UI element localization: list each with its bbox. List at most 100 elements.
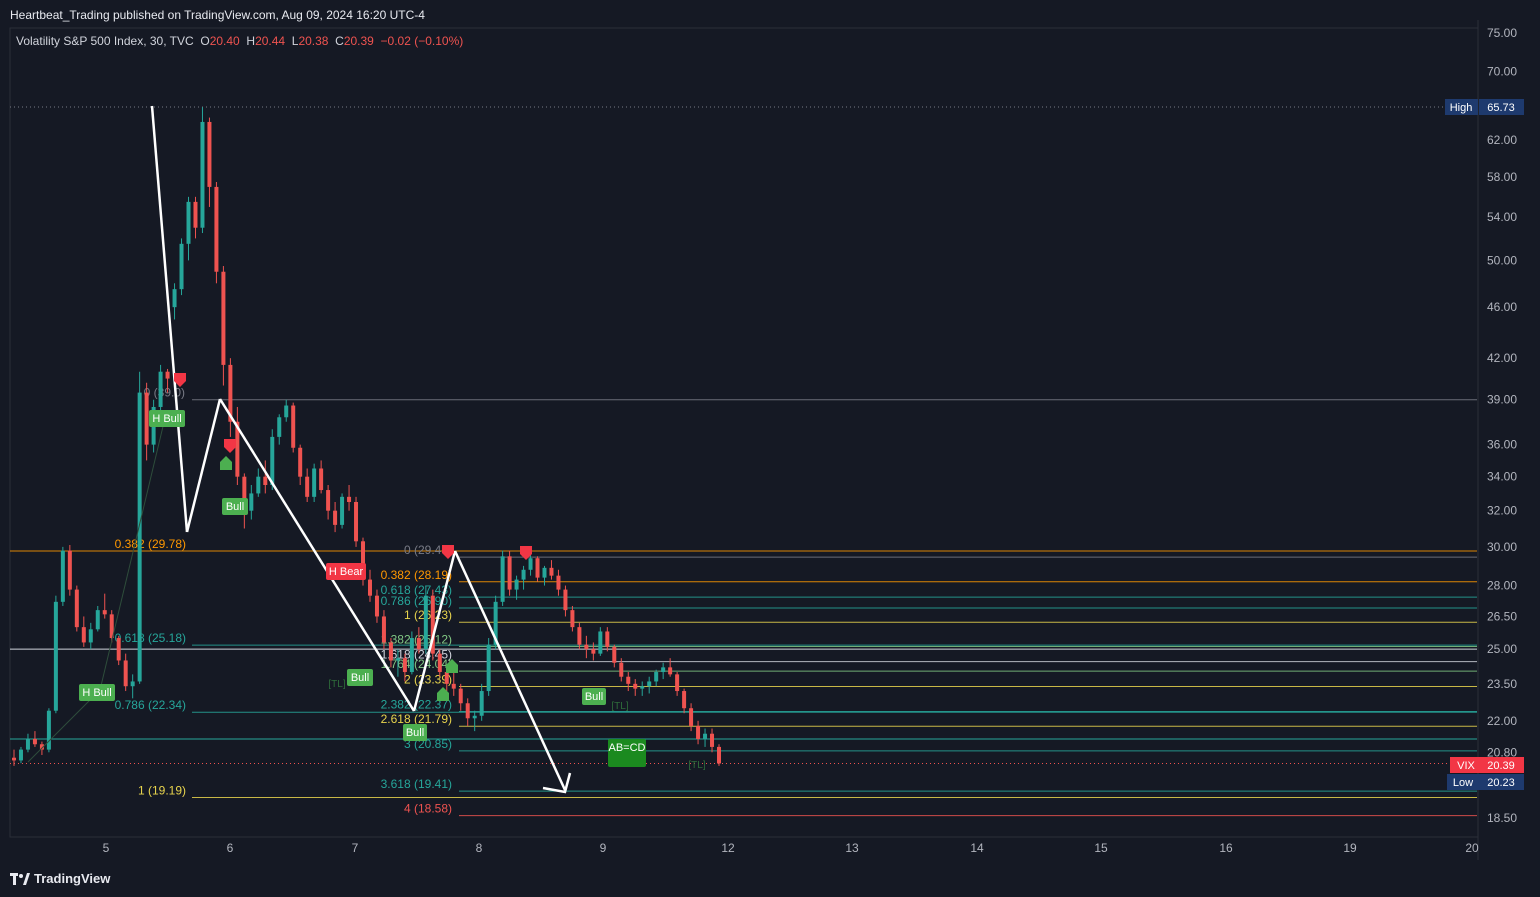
candle-body: [598, 631, 603, 654]
candle-body: [556, 575, 561, 590]
candle-body: [53, 601, 58, 711]
x-tick-label: 16: [1219, 841, 1233, 855]
candle-body: [67, 550, 72, 590]
candle-body: [95, 610, 100, 630]
candle-body: [326, 490, 331, 511]
signal-badge: [582, 688, 606, 705]
candle-body: [549, 567, 554, 576]
candle-body: [584, 644, 589, 650]
signal-labels: H Bull H Bull Bull H Bear Bull Bull Bull AB=CD […: [79, 373, 706, 771]
candle-body: [493, 601, 498, 645]
candle-body: [605, 631, 610, 647]
candle-body: [437, 653, 442, 673]
signal-badge: [222, 498, 248, 515]
candle-body: [507, 556, 512, 590]
bear-arrow-icon: [442, 545, 454, 559]
candles: [12, 107, 721, 766]
fib-label: 0 (39.0): [144, 386, 185, 400]
x-tick-label: 5: [103, 841, 110, 855]
price-marker-value-bg: [1479, 774, 1524, 790]
signal-badge: [79, 684, 115, 701]
signal-text: Bull: [226, 501, 244, 513]
fib-label: 3.618 (19.41): [381, 777, 452, 791]
legend-low: 20.38: [298, 34, 329, 48]
candle-body: [717, 746, 721, 764]
candle-body: [486, 644, 491, 692]
y-tick-label: 23.50: [1487, 677, 1517, 691]
candle-body: [179, 243, 184, 290]
fib-label: 0.786 (22.34): [115, 698, 186, 712]
candle-body: [479, 691, 484, 716]
x-tick-label: 19: [1343, 841, 1357, 855]
legend-open: 20.40: [209, 34, 240, 48]
trendline-tag: [TL]: [611, 701, 628, 712]
candle-body: [472, 715, 477, 719]
candle-body: [214, 186, 219, 272]
pattern-leg: [218, 398, 416, 712]
fib-label: 1 (26.23): [404, 608, 452, 622]
legend-close-label: C: [335, 34, 344, 48]
candle-body: [319, 468, 324, 491]
x-tick-label: 13: [845, 841, 859, 855]
x-tick-label: 6: [227, 841, 234, 855]
candle-body: [563, 589, 568, 611]
brand-name: TradingView: [34, 871, 111, 886]
candle-body: [186, 201, 191, 244]
legend-symbol: Volatility S&P 500 Index, 30, TVC: [16, 34, 194, 48]
y-tick-label: 36.00: [1487, 438, 1517, 452]
x-tick-label: 15: [1094, 841, 1108, 855]
candle-body: [200, 121, 205, 228]
x-tick-label: 7: [352, 841, 359, 855]
candle-body: [682, 691, 687, 709]
signal-badge: [403, 724, 427, 741]
candle-body: [591, 649, 596, 654]
x-tick-label: 12: [721, 841, 735, 855]
signal-text: H Bull: [152, 413, 181, 425]
candle-body: [102, 610, 107, 615]
candle-body: [675, 674, 680, 692]
fib-label: 4 (18.58): [404, 802, 452, 816]
candle-body: [123, 660, 128, 687]
candle-body: [710, 733, 715, 747]
candle-body: [416, 638, 421, 650]
signal-badge: [347, 669, 373, 686]
projection-arrowhead: [542, 772, 572, 794]
candle-body: [298, 447, 303, 477]
faint-line: [27, 689, 101, 763]
candle-body: [514, 579, 519, 590]
candle-body: [60, 550, 65, 602]
candle-body: [88, 629, 93, 643]
candle-body: [430, 595, 435, 654]
candle-body: [367, 579, 372, 596]
candle-body: [172, 289, 177, 308]
candle-body: [333, 510, 338, 525]
y-tick-label: 39.00: [1487, 393, 1517, 407]
candle-body: [542, 567, 547, 578]
price-marker-label-bg: [1445, 99, 1478, 115]
candle-body: [25, 738, 30, 750]
price-marker-value-bg: [1479, 99, 1524, 115]
y-tick-label: 46.00: [1487, 300, 1517, 314]
pattern-leg: [453, 550, 567, 791]
signal-text: AB=CD: [609, 742, 646, 754]
tradingview-brand[interactable]: TradingView: [10, 871, 110, 886]
price-marker-value: 20.39: [1487, 760, 1515, 772]
axes: 75.00 70.00 62.00 58.00 54.00 50.00 46.00 42.00…: [10, 20, 1524, 860]
fib-label: 0 (29.46): [404, 543, 452, 557]
candle-body: [577, 627, 582, 645]
signal-text: Bull: [351, 672, 369, 684]
ohlc-legend: Volatility S&P 500 Index, 30, TVC O20.40…: [16, 34, 463, 48]
candle-body: [312, 468, 317, 497]
bear-arrow-icon: [224, 439, 236, 453]
candle-body: [696, 725, 701, 739]
fib-label: 0.382 (29.78): [115, 537, 186, 551]
y-tick-label: 50.00: [1487, 253, 1517, 267]
publisher-line: Heartbeat_Trading published on TradingVi…: [10, 8, 425, 22]
price-marker-label: VIX: [1457, 760, 1475, 772]
candle-body: [32, 738, 37, 745]
bull-arrow-icon: [220, 456, 232, 470]
bull-arrow-icon: [437, 687, 449, 701]
y-tick-label: 25.00: [1487, 642, 1517, 656]
y-tick-label: 62.00: [1487, 133, 1517, 147]
